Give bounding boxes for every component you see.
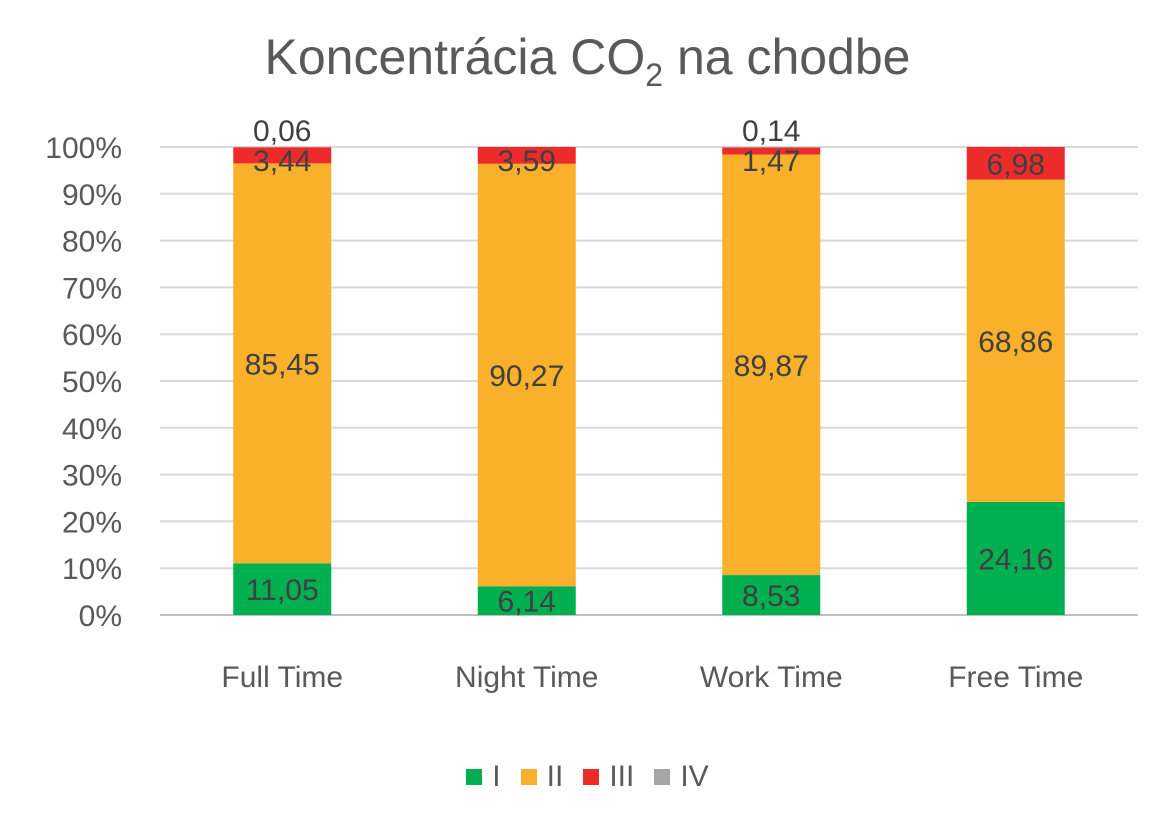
legend-label: IV (680, 760, 709, 793)
legend-item: II (520, 760, 564, 794)
bar-segment-I (966, 501, 1065, 615)
data-label: 1,47 (742, 145, 800, 178)
legend-swatch (654, 769, 671, 785)
bar-segment-III (477, 147, 576, 164)
y-tick-label: 90% (62, 179, 122, 212)
data-label: 6,98 (987, 148, 1045, 181)
bar-segment-II (966, 179, 1065, 502)
data-label: 3,44 (253, 145, 311, 178)
legend-swatch (466, 769, 483, 785)
chart-title: Koncentrácia CO2 na chodbe (0, 28, 1175, 93)
data-label: 68,86 (978, 326, 1053, 359)
bar-segment-I (722, 575, 821, 615)
chart-title-subscript: 2 (645, 57, 664, 93)
chart-legend: I II III IV (0, 760, 1175, 794)
legend-label: I (492, 760, 501, 793)
chart-title-main: Koncentrácia CO (264, 29, 646, 85)
y-tick-label: 40% (62, 413, 122, 446)
bar-segment-II (477, 163, 576, 587)
data-label: 85,45 (245, 348, 320, 381)
legend-swatch (520, 769, 537, 785)
y-tick-label: 50% (62, 366, 122, 399)
data-label: 6,14 (498, 586, 556, 619)
legend-item: IV (654, 760, 709, 794)
bar-segment-III (966, 147, 1065, 180)
data-label: 90,27 (489, 360, 564, 393)
data-label: 89,87 (734, 350, 809, 383)
y-tick-label: 30% (62, 460, 122, 493)
bar-segment-I (233, 563, 332, 615)
data-label: 8,53 (742, 580, 800, 613)
bar-segment-II (722, 154, 821, 576)
y-tick-label: 80% (62, 226, 122, 259)
y-tick-label: 100% (45, 132, 122, 165)
bar-segment-IV (722, 146, 821, 148)
x-tick-label: Full Time (221, 661, 343, 694)
bar-segment-II (233, 163, 332, 564)
data-label: 0,14 (742, 115, 800, 148)
data-label: 11,05 (246, 574, 319, 607)
bar-segment-I (477, 586, 576, 615)
legend-item: III (583, 760, 634, 794)
legend-label: II (546, 760, 564, 793)
y-tick-label: 20% (62, 506, 122, 539)
y-tick-label: 0% (79, 600, 122, 633)
data-label: 0,06 (253, 115, 311, 148)
data-label: 24,16 (978, 543, 1053, 576)
data-label: 3,59 (498, 145, 556, 178)
bar-segment-III (233, 147, 332, 164)
y-tick-label: 70% (62, 272, 122, 305)
x-tick-label: Free Time (948, 661, 1083, 694)
legend-swatch (583, 769, 600, 785)
legend-item: I (466, 760, 501, 794)
y-tick-label: 60% (62, 319, 122, 352)
legend-label: III (609, 760, 635, 793)
x-tick-label: Night Time (455, 661, 598, 694)
bar-segment-III (722, 147, 821, 155)
y-tick-label: 10% (62, 553, 122, 586)
x-tick-label: Work Time (700, 661, 843, 694)
chart-title-suffix: na chodbe (663, 29, 911, 85)
